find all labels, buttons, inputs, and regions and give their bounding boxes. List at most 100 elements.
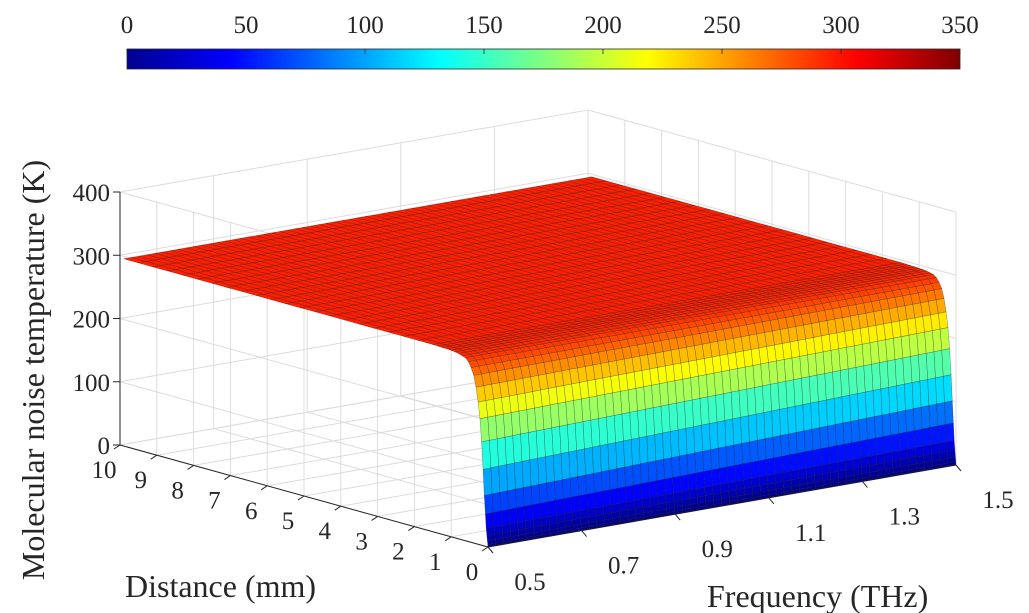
- surface-cell: [610, 503, 620, 514]
- colorbar-tick-label: 250: [703, 12, 741, 39]
- surface-cell: [587, 507, 597, 518]
- surface-cell: [709, 421, 719, 451]
- surface-cell: [539, 501, 549, 519]
- surface-cell: [485, 512, 495, 529]
- surface-cell: [937, 424, 947, 444]
- surface-cell: [688, 488, 698, 499]
- surface-cell: [493, 510, 502, 528]
- distance-tick-label: 4: [319, 518, 332, 545]
- surface-cell: [940, 327, 950, 351]
- distance-axis-label: Distance (mm): [125, 568, 316, 604]
- surface-cell: [774, 472, 784, 484]
- frequency-tick-mark: [674, 513, 681, 521]
- surface-cell: [821, 463, 831, 475]
- surface-cell: [757, 438, 767, 462]
- surface-cell: [506, 462, 516, 492]
- surface-cell: [671, 455, 681, 478]
- surface-cell: [888, 385, 898, 414]
- surface-cell: [779, 407, 789, 436]
- grid-line: [119, 172, 589, 256]
- surface-cell: [763, 410, 774, 440]
- surface-cell: [663, 457, 673, 480]
- surface-cell: [569, 476, 580, 498]
- surface-cell: [681, 490, 690, 501]
- surface-cell: [673, 491, 683, 502]
- surface-cell: [585, 473, 595, 495]
- surface-cell: [679, 454, 689, 477]
- surface-cell: [936, 402, 946, 427]
- surface-cell: [654, 432, 664, 462]
- surface-cell: [797, 451, 807, 471]
- surface-cell: [733, 443, 743, 466]
- surface-cell: [607, 442, 618, 471]
- surface-cell: [670, 429, 680, 458]
- surface-cell: [732, 417, 742, 446]
- surface-cell: [498, 464, 508, 493]
- surface-cell: [788, 432, 798, 456]
- grid-line: [119, 109, 589, 193]
- surface-cell: [693, 424, 703, 454]
- surface-cell: [662, 431, 672, 460]
- surface-cell: [638, 436, 649, 465]
- surface-cell: [928, 403, 938, 428]
- surface-cell: [920, 405, 931, 430]
- surface-cell: [904, 382, 914, 411]
- distance-tick-label: 9: [135, 467, 148, 494]
- surface-cell: [624, 465, 634, 487]
- colorbar-tick-label: 300: [822, 12, 860, 39]
- surface-cell: [772, 435, 782, 459]
- surface-cell: [672, 475, 682, 494]
- surface-cell: [601, 470, 611, 492]
- surface-cell: [694, 451, 704, 474]
- distance-tick-label: 2: [392, 539, 405, 566]
- distance-tick-label: 6: [245, 498, 258, 525]
- surface-cell: [514, 461, 524, 490]
- distance-tick-mark: [371, 515, 378, 521]
- surface-cell: [545, 454, 555, 484]
- surface-cell: [530, 484, 541, 506]
- surface-cell: [677, 428, 688, 457]
- surface-cell: [881, 413, 892, 437]
- surface-cell: [842, 421, 853, 445]
- frequency-tick-label: 1.1: [795, 520, 826, 547]
- surface-cell: [647, 460, 658, 483]
- surface-cell: [719, 466, 729, 485]
- distance-tick-mark: [481, 546, 489, 552]
- surface-cell: [610, 487, 619, 506]
- surface-cell: [859, 439, 869, 459]
- surface-cell: [805, 450, 814, 469]
- surface-cell: [802, 402, 813, 432]
- surface-cell: [641, 481, 651, 500]
- surface-cell: [945, 422, 955, 443]
- distance-tick-mark: [150, 454, 158, 460]
- surface-cell: [718, 446, 728, 469]
- surface-cell: [599, 443, 610, 473]
- distance-tick-mark: [224, 475, 231, 481]
- surface-cell: [740, 415, 750, 444]
- surface-cell: [655, 459, 665, 481]
- surface-cell: [947, 464, 957, 467]
- surface-cell: [749, 440, 759, 463]
- z-axis-label: Molecular noise temperature (K): [15, 160, 51, 580]
- distance-tick-mark: [187, 464, 194, 470]
- surface-cell: [734, 463, 744, 482]
- surface-cell: [819, 425, 829, 450]
- surface-cell: [867, 437, 877, 457]
- surface-cell: [922, 444, 932, 456]
- distance-tick-label: 0: [466, 559, 479, 586]
- surface-cell: [851, 440, 861, 460]
- surface-cell: [837, 460, 846, 472]
- surface-cell: [626, 500, 636, 511]
- distance-tick-label: 5: [282, 508, 295, 535]
- surface-cell: [568, 450, 579, 479]
- z-tick-label: 200: [73, 307, 111, 334]
- surface-cell: [927, 377, 937, 406]
- frequency-tick-label: 1.5: [982, 487, 1013, 514]
- surface-cell: [812, 448, 822, 468]
- surface-cell: [907, 447, 917, 459]
- surface-cell: [538, 482, 548, 504]
- surface-cell: [657, 494, 667, 505]
- surface-cell: [665, 493, 675, 504]
- surface-cell: [944, 400, 954, 425]
- frequency-axis-label: Frequency (THz): [707, 578, 928, 613]
